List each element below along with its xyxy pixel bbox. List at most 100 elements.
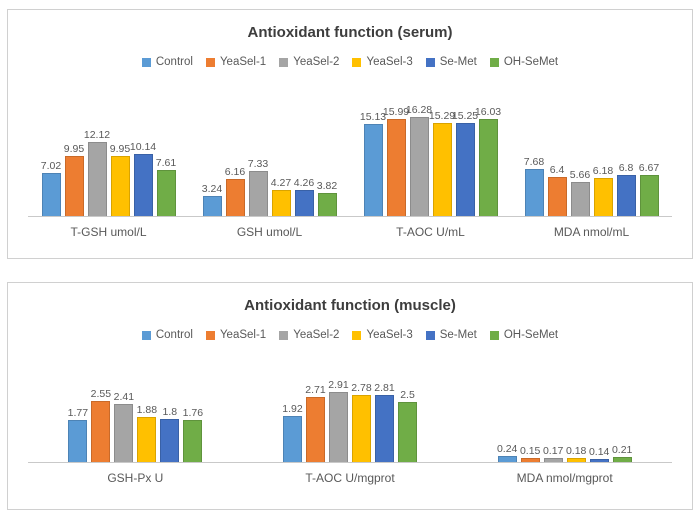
bar-se-met: 6.8 [616, 162, 636, 216]
bar-yeasel-1: 0.15 [520, 445, 540, 462]
data-label: 12.12 [83, 129, 111, 141]
bar-yeasel-3: 9.95 [110, 143, 130, 216]
bar-yeasel-2: 2.41 [114, 391, 134, 462]
data-label: 4.27 [270, 177, 292, 189]
bar-se-met: 4.26 [294, 177, 314, 216]
bar-control: 1.92 [282, 403, 303, 462]
muscle-chart-category-axis: GSH-Px U T-AOC U/mgprot MDA nmol/mgprot [28, 463, 672, 485]
category-label: MDA nmol/mL [553, 225, 630, 239]
bar-group: 1.77 2.55 2.41 1.88 1.8 1.76 [28, 388, 243, 462]
bar-se-met: 0.14 [589, 446, 609, 462]
serum-chart-legend: Control YeaSel-1 YeaSel-2 YeaSel-3 Se-Met OH-… [8, 56, 692, 68]
legend-swatch-icon [205, 57, 215, 67]
legend-label: YeaSel-1 [219, 56, 267, 68]
data-label: 16.03 [474, 106, 502, 118]
data-label: 7.68 [523, 156, 545, 168]
bar-control: 0.24 [497, 443, 517, 462]
bar-yeasel-3: 15.29 [429, 110, 455, 216]
bar-yeasel-2: 2.91 [328, 379, 349, 462]
legend-swatch-icon [279, 330, 289, 340]
category-label: T-AOC U/mgprot [305, 471, 395, 485]
legend-label: OH-SeMet [503, 56, 559, 68]
data-label: 1.92 [282, 403, 303, 415]
legend-item-yeasel-3: YeaSel-3 [352, 56, 413, 68]
legend-swatch-icon [205, 330, 215, 340]
category-label: T-AOC U/mL [396, 225, 465, 239]
muscle-chart-panel: Antioxidant function (muscle) Control Yea… [7, 282, 693, 510]
data-label: 9.95 [63, 143, 85, 155]
bar-oh-semet: 2.5 [398, 389, 417, 462]
bar-yeasel-2: 5.66 [570, 169, 590, 216]
legend-item-oh-semet: OH-SeMet [489, 329, 558, 341]
data-label: 0.17 [542, 445, 564, 457]
data-label: 0.21 [611, 444, 633, 456]
data-label: 2.5 [400, 389, 415, 401]
data-label: 6.8 [618, 162, 634, 174]
data-label: 7.33 [247, 158, 269, 170]
data-label: 6.4 [549, 164, 565, 176]
bar-yeasel-3: 6.18 [593, 165, 613, 216]
data-label: 3.24 [201, 183, 223, 195]
bar-yeasel-3: 0.18 [566, 445, 586, 462]
data-label: 2.71 [305, 384, 326, 396]
muscle-chart-legend: Control YeaSel-1 YeaSel-2 YeaSel-3 Se-Met OH-… [8, 329, 692, 341]
legend-item-yeasel-1: YeaSel-1 [205, 56, 267, 68]
bar-se-met: 2.81 [374, 382, 395, 462]
legend-label: YeaSel-1 [219, 329, 267, 341]
legend-swatch-icon [141, 57, 151, 67]
data-label: 2.78 [351, 382, 372, 394]
legend-item-yeasel-1: YeaSel-1 [205, 329, 267, 341]
data-label: 6.18 [592, 165, 614, 177]
bar-yeasel-1: 6.16 [225, 166, 245, 216]
bar-yeasel-2: 0.17 [543, 445, 563, 462]
category-label: MDA nmol/mgprot [516, 471, 613, 485]
data-label: 7.61 [155, 157, 177, 169]
bar-oh-semet: 0.21 [612, 444, 632, 462]
legend-swatch-icon [279, 57, 289, 67]
bar-se-met: 1.8 [160, 406, 180, 462]
data-label: 2.55 [90, 388, 112, 400]
data-label: 1.77 [67, 407, 89, 419]
bar-oh-semet: 6.67 [639, 162, 659, 216]
data-label: 15.29 [428, 110, 456, 122]
legend-label: YeaSel-2 [293, 56, 340, 68]
legend-item-yeasel-2: YeaSel-2 [279, 329, 339, 341]
data-label: 1.76 [182, 407, 204, 419]
bar-group: 3.24 6.16 7.33 4.27 4.26 3.82 [189, 115, 350, 216]
legend-label: Control [155, 329, 193, 341]
bar-control: 1.77 [68, 407, 88, 462]
bar-yeasel-1: 2.71 [305, 384, 326, 462]
data-label: 9.95 [109, 143, 131, 155]
bar-group: 15.13 15.99 16.28 15.29 15.25 16.03 [350, 104, 511, 216]
data-label: 15.13 [359, 111, 387, 123]
legend-item-se-met: Se-Met [425, 56, 477, 68]
legend-swatch-icon [489, 57, 499, 67]
bar-yeasel-3: 2.78 [351, 382, 372, 462]
data-label: 0.24 [496, 443, 518, 455]
bar-yeasel-2: 12.12 [84, 129, 110, 216]
bar-group: 7.02 9.95 12.12 9.95 10.14 7.61 [28, 115, 189, 216]
legend-label: YeaSel-3 [366, 329, 413, 341]
bar-yeasel-2: 16.28 [406, 104, 432, 216]
bar-oh-semet: 7.61 [156, 157, 176, 216]
data-label: 2.91 [328, 379, 349, 391]
legend-swatch-icon [425, 57, 435, 67]
legend-swatch-icon [489, 330, 499, 340]
bar-yeasel-3: 4.27 [271, 177, 291, 216]
bar-yeasel-1: 15.99 [383, 106, 409, 216]
bar-control: 15.13 [360, 111, 386, 216]
category-label: GSH-Px U [107, 471, 164, 485]
data-label: 0.18 [565, 445, 587, 457]
bar-control: 7.02 [41, 160, 61, 216]
data-label: 1.8 [162, 406, 178, 418]
bar-yeasel-1: 2.55 [91, 388, 111, 462]
serum-chart-panel: Antioxidant function (serum) Control YeaS… [7, 9, 693, 259]
legend-label: YeaSel-2 [293, 329, 340, 341]
legend-item-yeasel-3: YeaSel-3 [352, 329, 413, 341]
serum-chart-title: Antioxidant function (serum) [247, 24, 453, 41]
data-label: 0.14 [588, 446, 610, 458]
data-label: 2.81 [374, 382, 395, 394]
bar-control: 3.24 [202, 183, 222, 216]
legend-swatch-icon [425, 330, 435, 340]
data-label: 5.66 [569, 169, 591, 181]
